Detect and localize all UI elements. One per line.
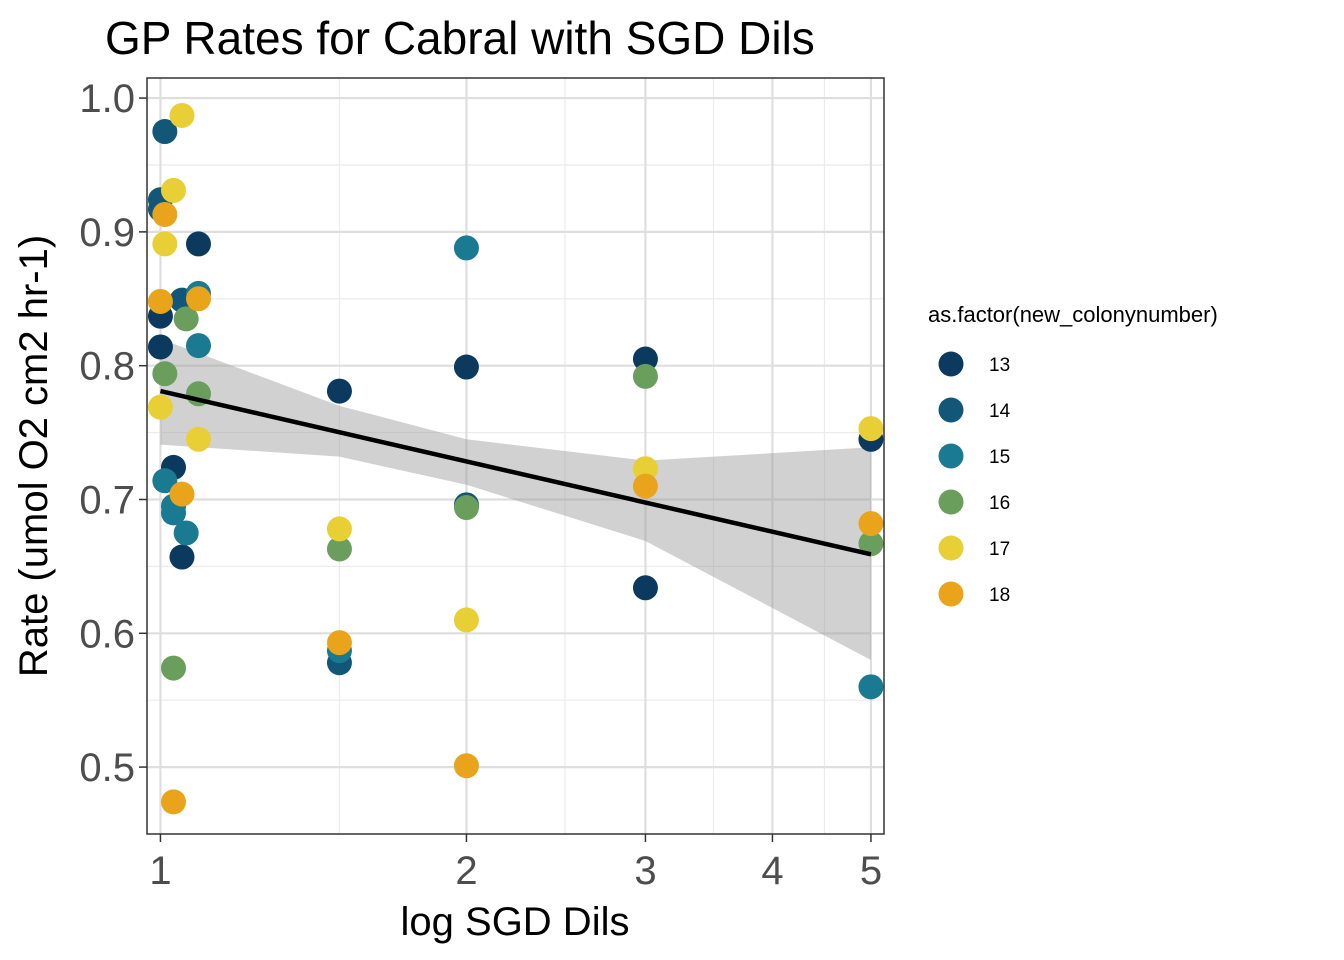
x-tick-label: 2: [455, 849, 477, 893]
data-point-16: [632, 363, 658, 389]
data-point-18: [152, 201, 178, 227]
data-point-16: [858, 531, 884, 557]
regression-line: [159, 388, 872, 557]
plot-panel: [147, 78, 884, 834]
data-point-18: [185, 286, 211, 312]
legend-label-16: 16: [989, 493, 1010, 514]
data-point-13: [326, 378, 352, 404]
confidence-band-layer: [160, 338, 871, 661]
confidence-band: [160, 338, 871, 661]
data-point-17: [152, 231, 178, 257]
legend-label-14: 14: [989, 401, 1011, 422]
panel-border-rect: [146, 77, 885, 835]
data-point-17: [147, 394, 173, 420]
x-tick-label: 4: [761, 849, 783, 893]
data-point-18: [147, 288, 173, 314]
data-point-13: [169, 544, 195, 570]
major-gridlines: [147, 78, 884, 834]
y-tick-label: 0.5: [79, 746, 135, 790]
data-point-18: [169, 481, 195, 507]
data-point-14: [152, 119, 178, 145]
data-point-13: [632, 575, 658, 601]
data-point-17: [632, 456, 658, 482]
fit-line-layer: [159, 388, 872, 557]
legend: as.factor(new_colonynumber) 13 14 15 16 17 18: [928, 302, 1218, 607]
points-layer: [147, 102, 884, 815]
data-point-17: [453, 607, 479, 633]
x-tick-label: 3: [634, 849, 656, 893]
legend-key-13: [938, 351, 964, 377]
y-tick-label: 1.0: [79, 77, 135, 121]
data-point-13: [632, 346, 658, 372]
legend-key-18: [938, 581, 964, 607]
data-point-15: [858, 674, 884, 700]
x-tick-label: 1: [149, 849, 171, 893]
legend-key-14: [938, 397, 964, 423]
x-axis: 1 2 3 4 5: [149, 834, 882, 893]
legend-key-17: [938, 535, 964, 561]
data-point-17: [160, 177, 186, 203]
legend-items: 13 14 15 16 17 18: [938, 351, 1011, 607]
data-point-16: [160, 655, 186, 681]
data-point-16: [152, 361, 178, 387]
panel-border: [146, 77, 885, 835]
data-point-16: [326, 536, 352, 562]
data-point-16: [453, 495, 479, 521]
data-point-13: [185, 231, 211, 257]
data-point-15: [185, 333, 211, 359]
data-point-18: [453, 753, 479, 779]
y-tick-label: 0.7: [79, 478, 135, 522]
data-point-17: [326, 516, 352, 542]
x-axis-title: log SGD Dils: [401, 900, 630, 944]
data-point-18: [326, 630, 352, 656]
y-axis: 0.5 0.6 0.7 0.8 0.9 1.0: [79, 77, 147, 790]
data-point-18: [160, 789, 186, 815]
plot-background: [147, 78, 884, 834]
legend-title: as.factor(new_colonynumber): [928, 302, 1218, 327]
data-point-13: [147, 334, 173, 360]
x-tick-label: 5: [860, 849, 882, 893]
data-point-18: [632, 473, 658, 499]
data-point-18: [858, 511, 884, 537]
data-point-15: [453, 235, 479, 261]
minor-gridlines: [147, 78, 884, 834]
data-point-15: [152, 468, 178, 494]
data-point-17: [858, 416, 884, 442]
y-tick-label: 0.9: [79, 211, 135, 255]
data-point-15: [173, 520, 199, 546]
data-point-17: [185, 426, 211, 452]
legend-label-18: 18: [989, 585, 1010, 606]
y-tick-label: 0.6: [79, 612, 135, 656]
legend-key-15: [938, 443, 964, 469]
data-point-13: [453, 354, 479, 380]
data-point-16: [173, 306, 199, 332]
y-tick-label: 0.8: [79, 345, 135, 389]
legend-label-17: 17: [989, 539, 1010, 560]
legend-label-13: 13: [989, 355, 1010, 376]
y-axis-title: Rate (umol O2 cm2 hr-1): [12, 235, 56, 677]
legend-label-15: 15: [989, 447, 1010, 468]
data-point-17: [169, 102, 195, 128]
legend-key-16: [938, 489, 964, 515]
chart-title: GP Rates for Cabral with SGD Dils: [105, 12, 815, 64]
